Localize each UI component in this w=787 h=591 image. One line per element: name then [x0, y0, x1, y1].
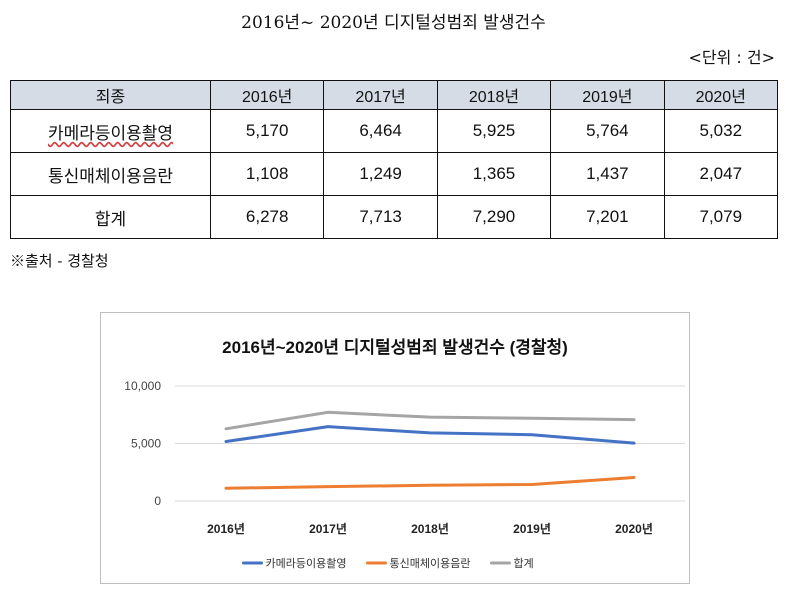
row-label: 카메라등이용촬영	[10, 109, 211, 153]
legend-label: 카메라등이용촬영	[266, 557, 347, 570]
chart-title: 2016년~2020년 디지털성범죄 발생건수 (경찰청)	[222, 338, 568, 357]
table-cell: 7,713	[323, 195, 438, 239]
table-row: 합계 6,278 7,713 7,290 7,201 7,079	[10, 195, 779, 239]
x-tick-label: 2020년	[615, 522, 653, 536]
table-cell: 1,249	[323, 152, 438, 196]
series-line	[224, 425, 636, 445]
row-label: 통신매체이용음란	[10, 152, 211, 196]
x-tick-label: 2016년	[207, 522, 245, 536]
table-row: 카메라등이용촬영 5,170 6,464 5,925 5,764 5,032	[10, 109, 779, 153]
y-tick-label: 5,000	[131, 437, 161, 451]
table-cell: 6,278	[209, 195, 325, 239]
y-tick-label: 10,000	[124, 379, 161, 393]
table-cell: 7,079	[663, 195, 779, 239]
table-cell: 2,047	[663, 152, 779, 196]
table-cell: 1,108	[209, 152, 325, 196]
series-line	[224, 475, 636, 490]
crime-statistics-table: 죄종 2016년 2017년 2018년 2019년 2020년 카메라등이용촬…	[10, 80, 779, 239]
row-label: 합계	[10, 195, 211, 239]
series-line	[224, 410, 636, 431]
table-header-cell: 2018년	[436, 80, 552, 110]
x-tick-label: 2019년	[513, 522, 551, 536]
legend-label: 합계	[514, 557, 534, 570]
x-tick-label: 2017년	[309, 522, 347, 536]
table-cell: 1,365	[436, 152, 552, 196]
row-label-text: 카메라등이용촬영	[47, 123, 174, 143]
table-row: 통신매체이용음란 1,108 1,249 1,365 1,437 2,047	[10, 152, 779, 196]
table-cell: 6,464	[323, 109, 438, 153]
table-header-row: 죄종 2016년 2017년 2018년 2019년 2020년	[10, 80, 779, 110]
table-header-cell: 2019년	[550, 80, 665, 110]
source-note: ※출처 - 경찰청	[10, 252, 109, 270]
table-cell: 5,764	[550, 109, 665, 153]
table-cell: 1,437	[550, 152, 665, 196]
table-header-cell: 2017년	[323, 80, 438, 110]
table-header-cell: 2016년	[209, 80, 325, 110]
legend-label: 통신매체이용음란	[390, 557, 471, 570]
chart-canvas: 0 5,000 10,000 2016년 2017년 2018년 2019년 2020년카메라…	[124, 379, 685, 570]
table-cell: 5,170	[209, 109, 325, 153]
y-tick-label: 0	[154, 494, 161, 508]
x-tick-label: 2018년	[411, 522, 449, 536]
table-header-cell: 2020년	[663, 80, 779, 110]
table-cell: 7,290	[436, 195, 552, 239]
table-header-cell: 죄종	[10, 80, 211, 110]
document-title: 2016년~ 2020년 디지털성범죄 발생건수	[241, 13, 546, 33]
table-cell: 7,201	[550, 195, 665, 239]
table-cell: 5,032	[663, 109, 779, 153]
table-cell: 5,925	[436, 109, 552, 153]
unit-label: <단위 : 건>	[688, 48, 775, 67]
